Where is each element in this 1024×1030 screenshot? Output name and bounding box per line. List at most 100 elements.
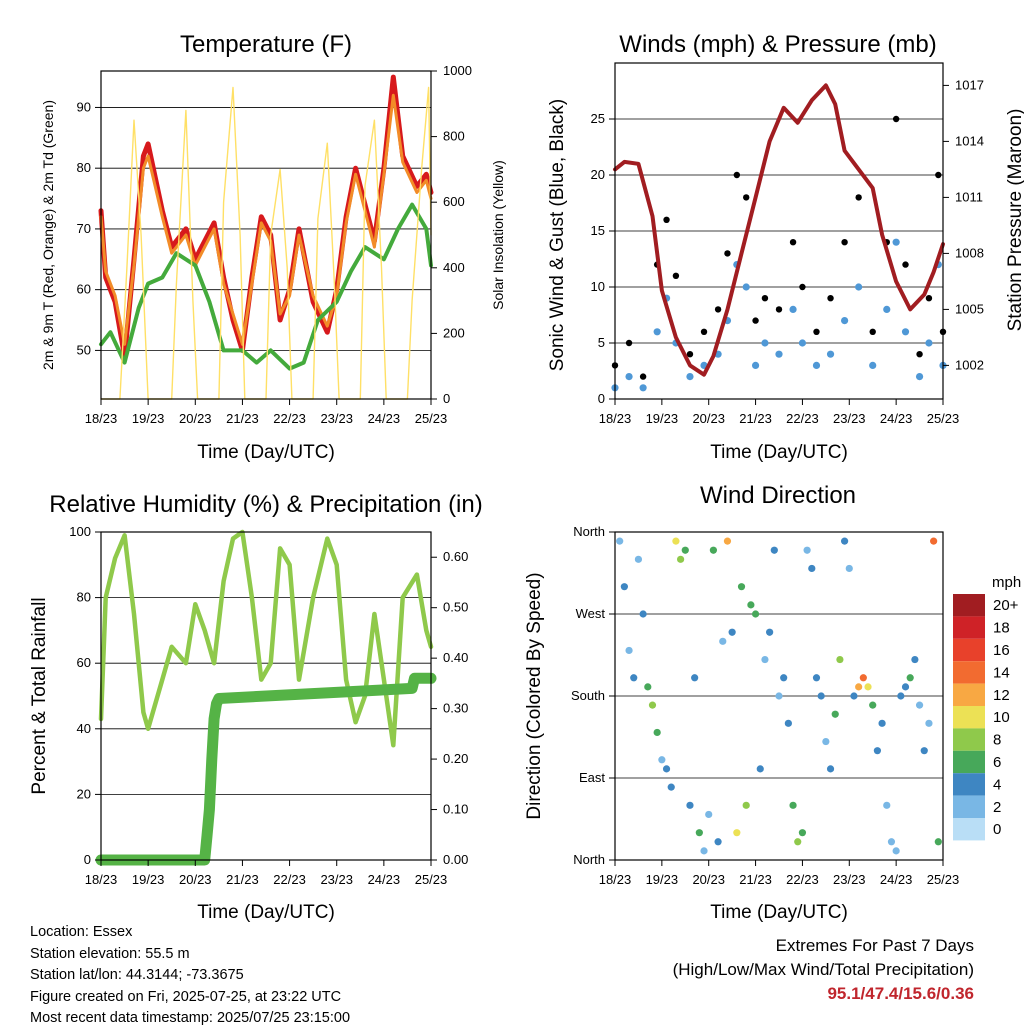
x-tick-label: 25/23 xyxy=(415,872,448,887)
gust-point xyxy=(625,339,633,347)
x-tick-label: 23/23 xyxy=(833,411,866,426)
direction-point xyxy=(869,701,877,709)
y-tick-label: 10 xyxy=(591,279,605,294)
legend-label: 16 xyxy=(993,642,1010,659)
legend-swatch xyxy=(953,638,985,662)
temperature-y-label: 2m & 9m T (Red, Orange) & 2m Td (Green) xyxy=(40,100,56,370)
legend-swatch xyxy=(953,750,985,774)
direction-point xyxy=(672,537,680,545)
station-info: Location: Essex Station elevation: 55.5 … xyxy=(30,922,350,1030)
wind-point xyxy=(855,283,863,291)
gust-point xyxy=(733,171,741,179)
direction-point xyxy=(803,546,811,554)
wind-point xyxy=(869,361,877,369)
x-tick-label: 24/23 xyxy=(368,411,401,426)
x-tick-label: 19/23 xyxy=(646,411,679,426)
direction-point xyxy=(681,546,689,554)
direction-point xyxy=(625,646,633,655)
legend-swatch xyxy=(953,594,985,617)
y-tick-label: 5 xyxy=(598,335,605,350)
wind-point xyxy=(841,317,849,325)
legend-swatch xyxy=(953,616,985,639)
temperature-x-label: Time (Day/UTC) xyxy=(197,442,335,463)
station-elevation: Station elevation: 55.5 m xyxy=(30,945,190,962)
wind-point xyxy=(826,350,835,358)
direction-point xyxy=(934,838,942,846)
temperature-plot-frame xyxy=(100,70,432,400)
direction-point xyxy=(784,719,792,727)
direction-point xyxy=(751,610,760,618)
direction-point xyxy=(850,692,858,700)
y2-tick-label: 0.10 xyxy=(443,802,468,817)
direction-point xyxy=(728,628,736,636)
x-tick-label: 19/23 xyxy=(132,411,165,426)
x-tick-label: 22/23 xyxy=(273,872,306,887)
x-tick-label: 18/23 xyxy=(599,411,632,426)
x-tick-label: 21/23 xyxy=(226,872,259,887)
y-tick-label: 80 xyxy=(77,160,91,175)
y-tick-label: West xyxy=(576,606,606,621)
gust-point xyxy=(700,328,708,335)
gust-point xyxy=(761,295,769,302)
wind-point xyxy=(639,384,647,392)
direction-point xyxy=(775,692,783,700)
direction-point xyxy=(925,719,933,727)
wind-point xyxy=(742,283,750,291)
direction-point xyxy=(841,537,849,545)
x-tick-label: 20/23 xyxy=(179,411,212,426)
direction-point xyxy=(723,537,732,545)
x-tick-label: 20/23 xyxy=(179,872,212,887)
direction-point xyxy=(639,610,647,618)
direction-point xyxy=(653,728,661,737)
temp_2m-line xyxy=(98,74,434,359)
x-tick-label: 20/23 xyxy=(692,411,725,426)
y-tick-label: South xyxy=(571,688,605,703)
y2-tick-label: 800 xyxy=(443,129,465,144)
wind-point xyxy=(901,328,910,336)
y2-tick-label: 1002 xyxy=(955,357,984,372)
wind-point xyxy=(915,373,924,381)
station-latlon: Station lat/lon: 44.3144; -73.3675 xyxy=(30,967,244,983)
x-tick-label: 19/23 xyxy=(132,872,165,887)
x-tick-label: 21/23 xyxy=(739,872,772,887)
wind-direction-panel: Wind Direction 18/23 19/23 20/23 21/23 22/23… xyxy=(524,482,1021,923)
x-tick-label: 18/23 xyxy=(599,872,632,887)
y2-tick-label: 1011 xyxy=(955,189,983,204)
direction-point xyxy=(836,655,844,664)
winds-y-label: Sonic Wind & Gust (Blue, Black) xyxy=(547,99,568,371)
speed-legend: mph 20+ 18 16 14 12 10 8 6 4 2 0 xyxy=(953,574,1021,841)
humidity-plot-frame xyxy=(100,531,432,861)
direction-point xyxy=(634,555,643,563)
legend-swatch xyxy=(953,706,985,729)
direction-point xyxy=(812,674,821,682)
direction-point xyxy=(897,692,905,700)
speed-legend-title: mph xyxy=(992,574,1021,591)
legend-swatch xyxy=(953,795,985,818)
y2-tick-label: 1000 xyxy=(443,63,472,78)
wind-point xyxy=(789,305,797,313)
precip-line xyxy=(95,672,437,866)
y2-tick-label: 400 xyxy=(443,260,465,275)
direction-point xyxy=(714,838,722,846)
gust-point xyxy=(724,250,731,257)
direction-point xyxy=(737,583,746,591)
direction-point xyxy=(658,756,666,764)
y2-tick-label: 0.20 xyxy=(443,751,468,766)
x-tick-label: 25/23 xyxy=(927,411,960,426)
wind-point xyxy=(798,339,807,347)
direction-point xyxy=(719,637,727,645)
y-tick-label: North xyxy=(573,852,605,867)
legend-swatch xyxy=(953,773,985,796)
gust-point xyxy=(789,239,797,246)
y-tick-label: 80 xyxy=(77,590,91,605)
y2-tick-label: 0.60 xyxy=(443,549,468,564)
extremes-values: 95.1/47.4/15.6/0.36 xyxy=(827,984,974,1003)
direction-point xyxy=(662,765,671,773)
y-tick-label: 90 xyxy=(77,99,91,114)
y2-tick-label: 1008 xyxy=(955,245,984,260)
winds-panel: Winds (mph) & Pressure (mb) 18/23 19/23 20… xyxy=(547,31,1024,463)
direction-point xyxy=(930,537,938,545)
direction-point xyxy=(644,683,652,691)
direction-point xyxy=(780,674,788,682)
pressure-y2-label: Station Pressure (Maroon) xyxy=(1005,109,1024,332)
